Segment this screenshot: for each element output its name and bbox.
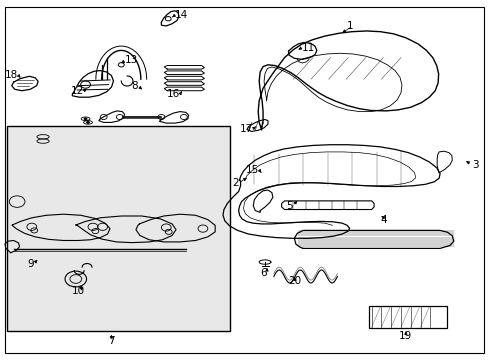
Text: 11: 11 xyxy=(302,42,315,53)
Text: 5: 5 xyxy=(285,201,292,211)
Text: 7: 7 xyxy=(108,336,115,346)
Text: 10: 10 xyxy=(71,286,84,296)
Text: 1: 1 xyxy=(346,21,352,31)
Text: 17: 17 xyxy=(240,123,253,134)
Text: 9: 9 xyxy=(27,258,34,269)
Text: 12: 12 xyxy=(71,86,84,96)
Text: 15: 15 xyxy=(245,165,259,175)
Text: 19: 19 xyxy=(398,331,412,341)
Text: 13: 13 xyxy=(125,55,138,66)
Text: 20: 20 xyxy=(288,276,301,286)
Circle shape xyxy=(83,117,87,120)
Text: 3: 3 xyxy=(471,159,478,170)
Bar xyxy=(7,126,229,331)
Text: 6: 6 xyxy=(260,268,266,278)
Text: 18: 18 xyxy=(4,69,18,80)
Text: 16: 16 xyxy=(166,89,180,99)
Circle shape xyxy=(86,121,90,124)
Bar xyxy=(368,306,447,328)
Text: 4: 4 xyxy=(380,215,386,225)
Text: 2: 2 xyxy=(231,178,238,188)
Text: 8: 8 xyxy=(131,81,138,91)
Text: 14: 14 xyxy=(175,10,188,20)
